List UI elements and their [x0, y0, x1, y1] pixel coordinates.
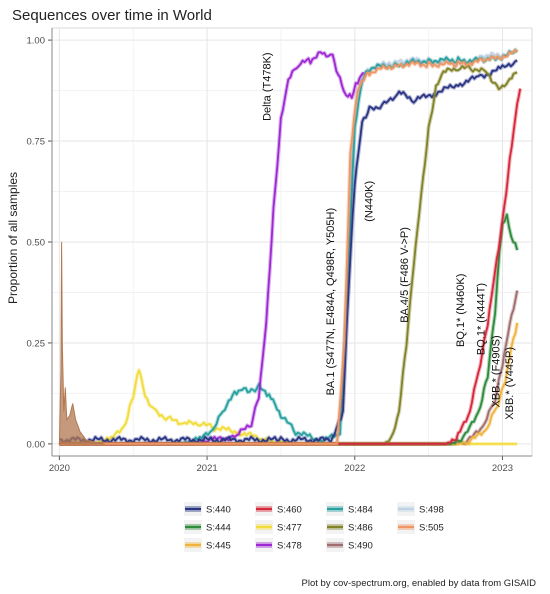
legend-label: S:484 [348, 505, 373, 516]
y-axis-label: Proportion of all samples [6, 172, 20, 304]
annotation-label: Delta (T478K) [262, 52, 274, 120]
series-line [59, 49, 518, 445]
y-tick-label: 0.50 [27, 238, 46, 249]
legend-label: S:486 [348, 523, 373, 534]
legend-label: S:505 [419, 523, 444, 534]
chart-title: Sequences over time in World [12, 7, 212, 24]
axes: 0.00 0.25 0.50 0.75 1.00 2020 2021 2022 2023 [27, 28, 532, 474]
legend-label: S:490 [348, 541, 373, 552]
caption: Plot by cov-spectrum.org, enabled by dat… [302, 578, 537, 589]
y-tick-label: 0.75 [27, 137, 46, 148]
legend-label: S:478 [277, 541, 302, 552]
y-tick-label: 1.00 [27, 36, 46, 47]
x-tick-label: 2021 [197, 463, 218, 474]
legend-label: S:445 [206, 541, 231, 552]
annotation-label: XBB.* (V445P) [504, 347, 516, 420]
series-lines [58, 47, 523, 446]
x-tick-label: 2022 [344, 463, 365, 474]
annotation-label: BQ.1* (K444T) [476, 283, 488, 355]
legend-label: S:440 [206, 505, 231, 516]
annotation-label: XBB.* (F490S) [491, 335, 503, 407]
annotations: Delta (T478K) BA.1 (S477N, E484A, Q498R, … [262, 52, 516, 419]
x-tick-label: 2020 [49, 463, 70, 474]
y-tick-label: 0.25 [27, 338, 46, 349]
annotation-label: BA.4/5 (F486 V->P) [399, 227, 411, 323]
annotation-label: (N440K) [364, 181, 376, 222]
series-line [59, 59, 518, 444]
annotation-label: BQ.1* (N460K) [455, 274, 467, 347]
legend-label: S:477 [277, 523, 302, 534]
annotation-label: BA.1 (S477N, E484A, Q498R, Y505H) [325, 208, 337, 396]
early-spike-area [58, 241, 105, 445]
legend-label: S:460 [277, 505, 302, 516]
legend-label: S:444 [206, 523, 231, 534]
legend-label: S:498 [419, 505, 444, 516]
x-tick-label: 2023 [492, 463, 513, 474]
legend: S:440 S:444 S:445 S:460 S:477 S:478 S:484 S:486… [184, 502, 444, 552]
y-tick-label: 0.00 [27, 439, 46, 450]
